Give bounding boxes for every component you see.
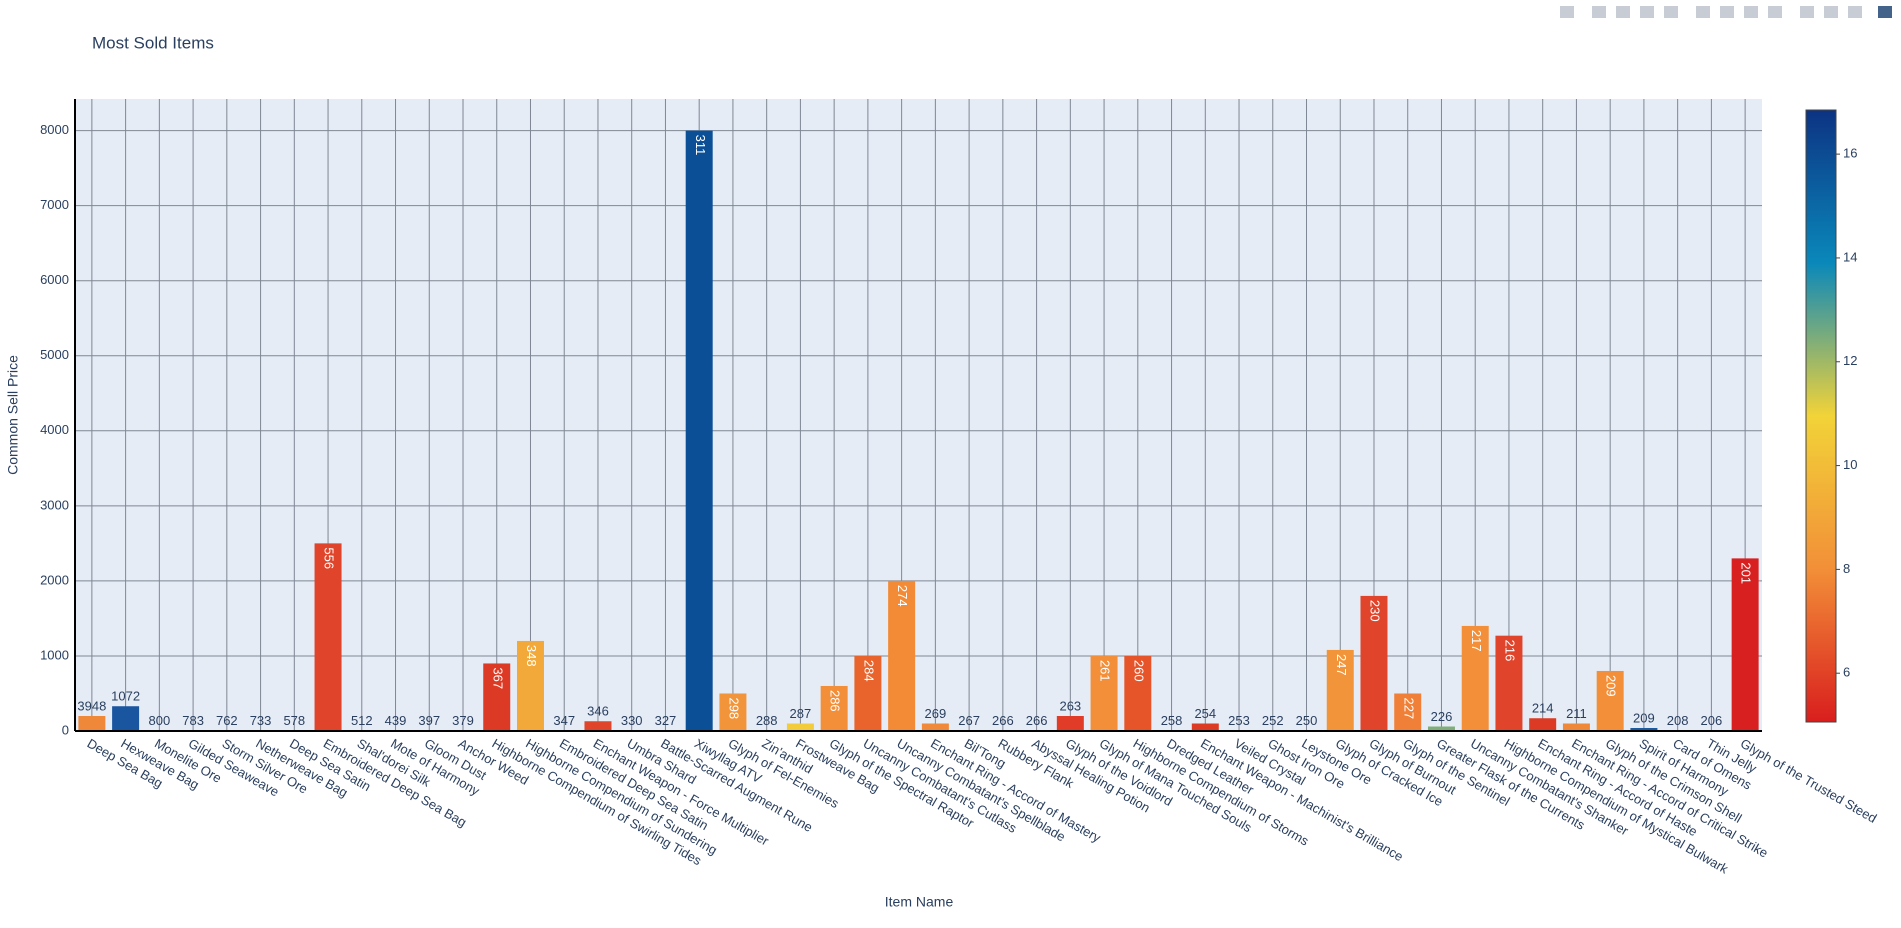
modebar-button[interactable] (1744, 6, 1758, 18)
modebar-button[interactable] (1824, 6, 1838, 18)
bar-label: 347 (553, 713, 575, 728)
modebar-button[interactable] (1848, 6, 1862, 18)
bar (584, 721, 611, 731)
bar-label: 206 (1701, 713, 1723, 728)
bar-label: 286 (828, 690, 843, 712)
bar-label: 254 (1194, 706, 1216, 721)
bar-label: 346 (587, 704, 609, 719)
bar-label: 263 (1059, 698, 1081, 713)
y-tick-label: 7000 (40, 197, 69, 212)
modebar-button[interactable] (1800, 6, 1814, 18)
x-tick-label: Glyph of the Trusted Steed (1738, 736, 1879, 826)
bar-label: 298 (726, 697, 741, 719)
bar-label: 267 (958, 713, 980, 728)
bar-label: 211 (1566, 706, 1587, 721)
bar (1192, 723, 1219, 731)
bar-label: 266 (1026, 713, 1048, 728)
bar-label: 330 (621, 713, 643, 728)
colorbar (1806, 110, 1836, 722)
colorbar-tick-label: 10 (1843, 457, 1857, 472)
chart-title: Most Sold Items (92, 33, 214, 52)
modebar-button[interactable] (1616, 6, 1630, 18)
modebar-button[interactable] (1592, 6, 1606, 18)
modebar-button[interactable] (1640, 6, 1654, 18)
bar-label: 327 (655, 713, 677, 728)
colorbar-tick-label: 6 (1843, 665, 1850, 680)
modebar-button[interactable] (1696, 6, 1710, 18)
y-tick-label: 6000 (40, 272, 69, 287)
bar-label: 250 (1296, 713, 1318, 728)
bar (78, 716, 105, 731)
bar-label: 439 (385, 713, 407, 728)
bar-label: 201 (1739, 562, 1754, 584)
bar-label: 287 (790, 706, 812, 721)
bar-label: 260 (1131, 660, 1146, 682)
y-tick-label: 5000 (40, 347, 69, 362)
x-axis-title: Item Name (885, 894, 954, 910)
y-tick-label: 2000 (40, 572, 69, 587)
bar-label: 512 (351, 713, 373, 728)
y-tick-label: 0 (62, 722, 69, 737)
bar-label: 209 (1633, 710, 1655, 725)
bar-label: 226 (1431, 709, 1453, 724)
bar (1732, 558, 1759, 731)
modebar-button[interactable] (1720, 6, 1734, 18)
colorbar-tick-label: 8 (1843, 561, 1850, 576)
bar-label: 230 (1368, 600, 1383, 622)
bar-label: 214 (1532, 701, 1554, 716)
y-axis-title: Common Sell Price (5, 355, 21, 475)
y-tick-label: 8000 (40, 122, 69, 137)
bar-label: 288 (756, 713, 778, 728)
bar-label: 284 (861, 660, 876, 682)
bar (686, 131, 713, 731)
bar (1563, 723, 1590, 731)
bar-label: 269 (925, 706, 947, 721)
bar-label: 800 (148, 713, 170, 728)
bar-label: 252 (1262, 713, 1284, 728)
bar-label: 208 (1667, 713, 1689, 728)
bar-label: 266 (992, 713, 1014, 728)
bar (1529, 718, 1556, 731)
bar-label: 762 (216, 713, 238, 728)
colorbar-tick-label: 14 (1843, 249, 1857, 264)
bar-label: 311 (693, 135, 708, 156)
bar (922, 723, 949, 731)
bar-label: 3948 (77, 698, 106, 713)
bar-label: 274 (895, 585, 910, 607)
modebar[interactable] (1560, 6, 1892, 18)
bar-label: 556 (322, 547, 337, 569)
bar-label: 348 (524, 645, 539, 667)
y-tick-label: 1000 (40, 647, 69, 662)
bar (315, 543, 342, 731)
bar (112, 706, 139, 731)
bar-label: 253 (1228, 713, 1250, 728)
modebar-button[interactable] (1664, 6, 1678, 18)
bar-label: 261 (1098, 660, 1113, 682)
modebar-button[interactable] (1768, 6, 1782, 18)
modebar-button[interactable] (1560, 6, 1574, 18)
bar-label: 209 (1604, 675, 1619, 697)
bar-label: 379 (452, 713, 474, 728)
bar-label: 397 (418, 713, 440, 728)
bar-label: 733 (250, 713, 272, 728)
bar-label: 216 (1503, 640, 1518, 662)
bar-label: 367 (490, 667, 505, 689)
bar-label: 578 (283, 713, 305, 728)
colorbar-tick-label: 16 (1843, 146, 1857, 161)
bar-label: 258 (1161, 713, 1183, 728)
y-tick-label: 3000 (40, 497, 69, 512)
bar (787, 723, 814, 731)
bar-label: 227 (1401, 697, 1416, 719)
bar-label: 247 (1334, 654, 1349, 676)
bar-label: 1072 (111, 689, 140, 704)
modebar-button[interactable] (1878, 6, 1892, 18)
bar (1057, 716, 1084, 731)
bar-label: 217 (1469, 630, 1484, 652)
colorbar-tick-label: 12 (1843, 353, 1857, 368)
y-tick-label: 4000 (40, 422, 69, 437)
bar-label: 783 (182, 713, 204, 728)
